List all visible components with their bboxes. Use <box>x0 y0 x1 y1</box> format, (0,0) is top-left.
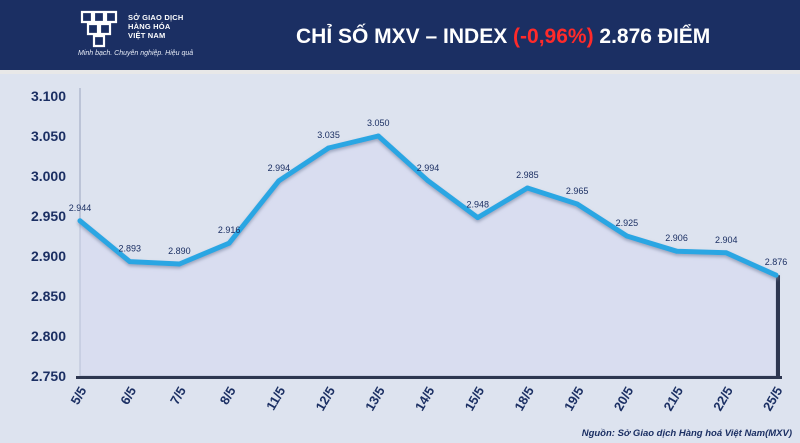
data-label: 2.925 <box>616 218 639 228</box>
x-tick-label: 7/5 <box>167 384 189 407</box>
x-tick-label: 13/5 <box>362 384 388 413</box>
header-banner: SỞ GIAO DỊCH HÀNG HÓA VIỆT NAM Minh bạch… <box>0 0 800 74</box>
x-tick-label: 8/5 <box>217 384 239 407</box>
data-label: 3.050 <box>367 118 390 128</box>
data-label: 2.994 <box>417 163 440 173</box>
x-tick-label: 20/5 <box>611 384 637 413</box>
data-point-20-5 <box>624 233 630 239</box>
data-label: 2.876 <box>765 257 788 267</box>
series-mxv-index <box>77 133 780 377</box>
data-point-13-5 <box>375 133 381 139</box>
mxv-logo: SỞ GIAO DỊCH HÀNG HÓA VIỆT NAM Minh bạch… <box>78 10 228 60</box>
x-axis-line <box>76 376 782 379</box>
chart-panel: 3.100 3.050 3.000 2.950 2.900 2.850 2.800 2.750… <box>0 74 800 443</box>
title-prefix: CHỈ SỐ MXV – INDEX <box>296 25 514 48</box>
data-label: 2.890 <box>168 246 191 256</box>
data-label: 2.965 <box>566 186 589 196</box>
data-point-12-5 <box>326 145 331 151</box>
data-label: 3.035 <box>317 130 340 140</box>
chart-title: CHỈ SỐ MXV – INDEX (-0,96%) 2.876 ĐIỂM <box>296 22 710 52</box>
data-point-15-5 <box>475 215 481 221</box>
title-change: (-0,96%) <box>513 25 594 48</box>
data-point-25-5 <box>773 272 779 278</box>
data-point-8-5 <box>226 240 232 246</box>
data-label: 2.893 <box>118 244 141 254</box>
data-label: 2.904 <box>715 235 738 245</box>
data-label: 2.916 <box>218 225 241 235</box>
x-tick-label: 15/5 <box>462 384 488 413</box>
logo-tagline: Minh bạch. Chuyên nghiệp. Hiệu quả <box>78 50 194 57</box>
data-point-7-5 <box>177 261 182 267</box>
data-point-6-5 <box>127 259 133 264</box>
data-point-14-5 <box>425 178 431 184</box>
y-tick-label: 3.050 <box>31 128 66 144</box>
x-tick-label: 19/5 <box>561 384 587 413</box>
mxv-logo-icon <box>80 10 118 48</box>
data-label: 2.944 <box>69 203 92 213</box>
x-tick-label: 25/5 <box>760 384 786 413</box>
mxv-index-chart: 3.100 3.050 3.000 2.950 2.900 2.850 2.800 2.750… <box>31 88 788 413</box>
x-tick-label: 22/5 <box>710 384 736 413</box>
x-tick-label: 14/5 <box>412 384 438 413</box>
x-tick-label: 21/5 <box>660 384 686 413</box>
y-axis: 3.100 3.050 3.000 2.950 2.900 2.850 2.800 2.750 <box>31 88 66 384</box>
y-tick-label: 2.850 <box>31 288 66 304</box>
source-note: Nguồn: Sở Giao dịch Hàng hoá Việt Nam(MX… <box>581 428 792 439</box>
title-suffix: 2.876 ĐIỂM <box>593 25 711 48</box>
y-tick-label: 2.800 <box>31 328 66 344</box>
x-tick-label: 12/5 <box>312 384 338 413</box>
x-tick-label: 11/5 <box>263 384 288 413</box>
x-axis: 5/5 6/5 7/5 8/5 11/5 12/5 13/5 14/5 15/5 18/5 19/5… <box>67 376 786 413</box>
x-tick-label: 18/5 <box>511 384 537 413</box>
data-point-19-5 <box>574 201 580 207</box>
y-tick-label: 2.900 <box>31 248 66 264</box>
data-point-11-5 <box>276 178 282 184</box>
data-point-22-5 <box>723 250 729 256</box>
data-label: 2.906 <box>665 233 688 243</box>
header-divider <box>0 70 800 74</box>
x-tick-label: 6/5 <box>117 384 139 407</box>
data-point-18-5 <box>525 185 530 191</box>
data-labels: 2.944 2.893 2.890 2.916 2.994 3.035 3.050 2.994… <box>69 118 788 267</box>
data-point-21-5 <box>674 248 679 254</box>
data-label: 2.994 <box>268 163 291 173</box>
data-label: 2.985 <box>516 170 539 180</box>
y-tick-label: 2.950 <box>31 208 66 224</box>
y-tick-label: 3.000 <box>31 168 66 184</box>
y-tick-label: 2.750 <box>31 368 66 384</box>
data-label: 2.948 <box>466 200 489 210</box>
plot-right-edge <box>776 275 780 376</box>
y-tick-label: 3.100 <box>31 88 66 104</box>
logo-org-name: SỞ GIAO DỊCH HÀNG HÓA VIỆT NAM <box>128 13 184 40</box>
data-point-5-5 <box>77 218 83 224</box>
x-tick-label: 5/5 <box>67 384 89 407</box>
